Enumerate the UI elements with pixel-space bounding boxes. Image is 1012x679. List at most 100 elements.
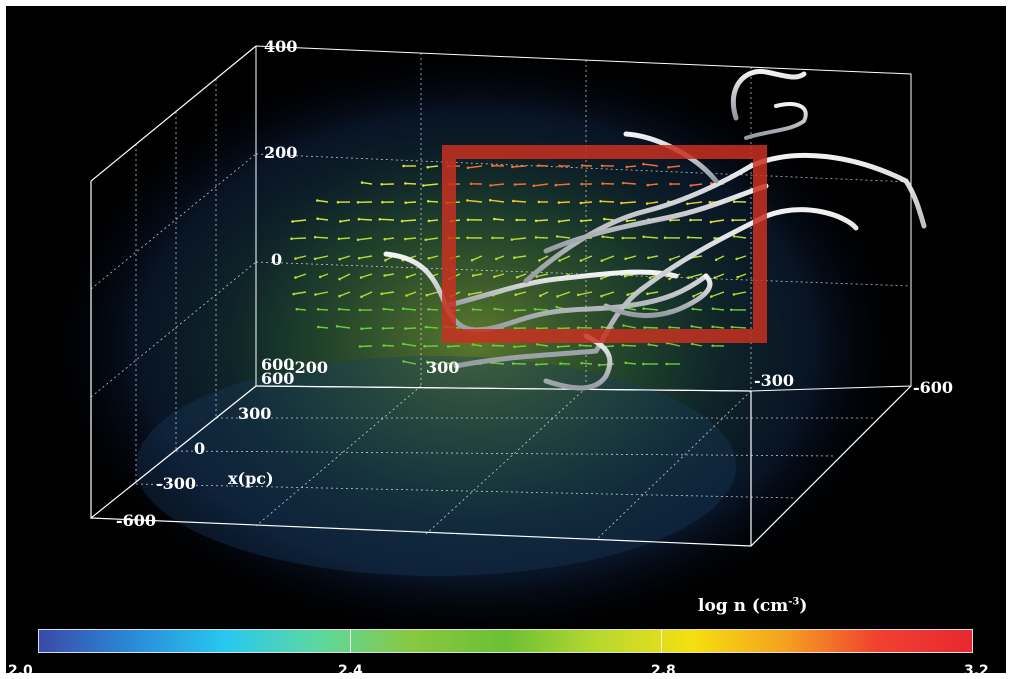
velocity-arrow <box>297 309 306 310</box>
velocity-arrow-head <box>384 259 387 262</box>
velocity-arrow <box>384 309 394 310</box>
velocity-arrow-head <box>535 236 538 239</box>
velocity-arrow-head <box>382 344 385 347</box>
velocity-arrow <box>688 237 702 238</box>
velocity-arrow <box>362 328 372 329</box>
velocity-arrow-head <box>513 256 516 259</box>
velocity-arrow <box>621 202 636 203</box>
velocity-arrow-head <box>538 201 541 204</box>
velocity-arrow <box>604 219 614 220</box>
colorbar-tick-2.8: 2.8 <box>651 663 676 673</box>
velocity-arrow-head <box>580 220 583 223</box>
velocity-arrow-head <box>360 276 363 279</box>
velocity-arrow-head <box>511 238 514 241</box>
velocity-arrow-head <box>622 324 625 327</box>
velocity-arrow-head <box>735 258 738 261</box>
velocity-arrow-head <box>642 363 645 366</box>
velocity-arrow-head <box>642 236 645 239</box>
velocity-arrow-head <box>491 237 494 240</box>
velocity-arrow-head <box>558 259 561 262</box>
velocity-arrow <box>448 346 460 347</box>
velocity-arrow-head <box>601 165 604 168</box>
velocity-arrow <box>693 309 702 310</box>
velocity-arrow-head <box>338 238 341 241</box>
velocity-arrow <box>384 346 394 347</box>
velocity-arrow-head <box>580 259 583 262</box>
velocity-arrow-head <box>731 326 734 329</box>
velocity-arrow <box>292 238 307 239</box>
velocity-arrow <box>318 327 328 328</box>
velocity-arrow-head <box>736 276 739 279</box>
velocity-arrow-head <box>559 362 562 365</box>
velocity-arrow-head <box>314 236 317 239</box>
velocity-arrow-head <box>733 200 736 203</box>
3d-volume-render: 400 200 0 -200 600 600 300 0 -300 -600 x… <box>6 6 1006 673</box>
velocity-arrow-head <box>384 238 387 241</box>
velocity-arrow <box>559 328 570 329</box>
velocity-arrow <box>623 345 636 346</box>
velocity-arrow-head <box>316 217 319 220</box>
velocity-arrow-head <box>493 308 496 311</box>
velocity-arrow-head <box>692 295 695 298</box>
velocity-arrow <box>515 184 526 185</box>
velocity-arrow-head <box>402 360 405 363</box>
velocity-arrow <box>406 328 417 329</box>
velocity-arrow-head <box>665 363 668 366</box>
velocity-arrow-head <box>601 259 604 262</box>
velocity-arrow-head <box>664 237 667 240</box>
velocity-arrow-head <box>427 308 430 311</box>
velocity-arrow-head <box>686 203 689 206</box>
horizontal-tick-neg600: -600 <box>913 378 953 397</box>
velocity-arrow-head <box>314 293 317 296</box>
velocity-arrow-head <box>649 277 652 280</box>
velocity-arrow-head <box>514 293 517 296</box>
velocity-arrow <box>473 309 482 310</box>
velocity-arrow-head <box>511 166 514 169</box>
gas-cloud-lobe <box>136 356 736 576</box>
velocity-arrow-head <box>338 308 341 311</box>
velocity-arrow-head <box>603 218 606 221</box>
velocity-arrow-head <box>404 182 407 185</box>
velocity-arrow-head <box>536 343 539 346</box>
velocity-arrow-head <box>556 235 559 238</box>
vertical-tick-0: 0 <box>271 250 282 269</box>
velocity-arrow-head <box>379 218 382 221</box>
velocity-arrow-head <box>357 239 360 242</box>
velocity-arrow-head <box>647 184 650 187</box>
velocity-arrow-head <box>668 326 671 329</box>
velocity-arrow-head <box>533 185 536 188</box>
velocity-arrow <box>318 309 328 310</box>
velocity-arrow-head <box>601 182 604 185</box>
velocity-arrow-head <box>601 235 604 238</box>
velocity-arrow-head <box>425 326 428 329</box>
velocity-arrow-head <box>382 327 385 330</box>
velocity-arrow <box>623 183 636 184</box>
velocity-arrow <box>670 327 680 328</box>
velocity-arrow-head <box>383 274 386 277</box>
velocity-arrow <box>359 219 372 220</box>
velocity-arrow <box>627 166 636 167</box>
velocity-arrow-head <box>338 295 341 298</box>
velocity-arrow-head <box>691 325 694 328</box>
velocity-arrow-head <box>316 199 319 202</box>
velocity-arrow <box>627 220 636 221</box>
velocity-arrow-head <box>713 237 716 240</box>
velocity-arrow-head <box>667 166 670 169</box>
velocity-arrow-head <box>622 237 625 240</box>
velocity-arrow-head <box>472 274 475 277</box>
depth-tick-neg600: -600 <box>116 511 156 530</box>
colorbar-tick-3.2: 3.2 <box>964 663 989 673</box>
velocity-arrow-head <box>710 295 713 298</box>
velocity-arrow-head <box>731 219 734 222</box>
velocity-arrow <box>513 201 526 202</box>
velocity-arrow-head <box>495 258 498 261</box>
velocity-arrow-head <box>624 258 627 261</box>
velocity-arrow-head <box>579 344 582 347</box>
velocity-arrow-head <box>359 345 362 348</box>
velocity-arrow-head <box>467 219 470 222</box>
velocity-arrow-head <box>577 326 580 329</box>
velocity-arrow-head <box>534 308 537 311</box>
velocity-arrow-head <box>581 164 584 167</box>
velocity-arrow-head <box>558 165 561 168</box>
colorbar-title: log n (cm-3) <box>698 596 807 616</box>
